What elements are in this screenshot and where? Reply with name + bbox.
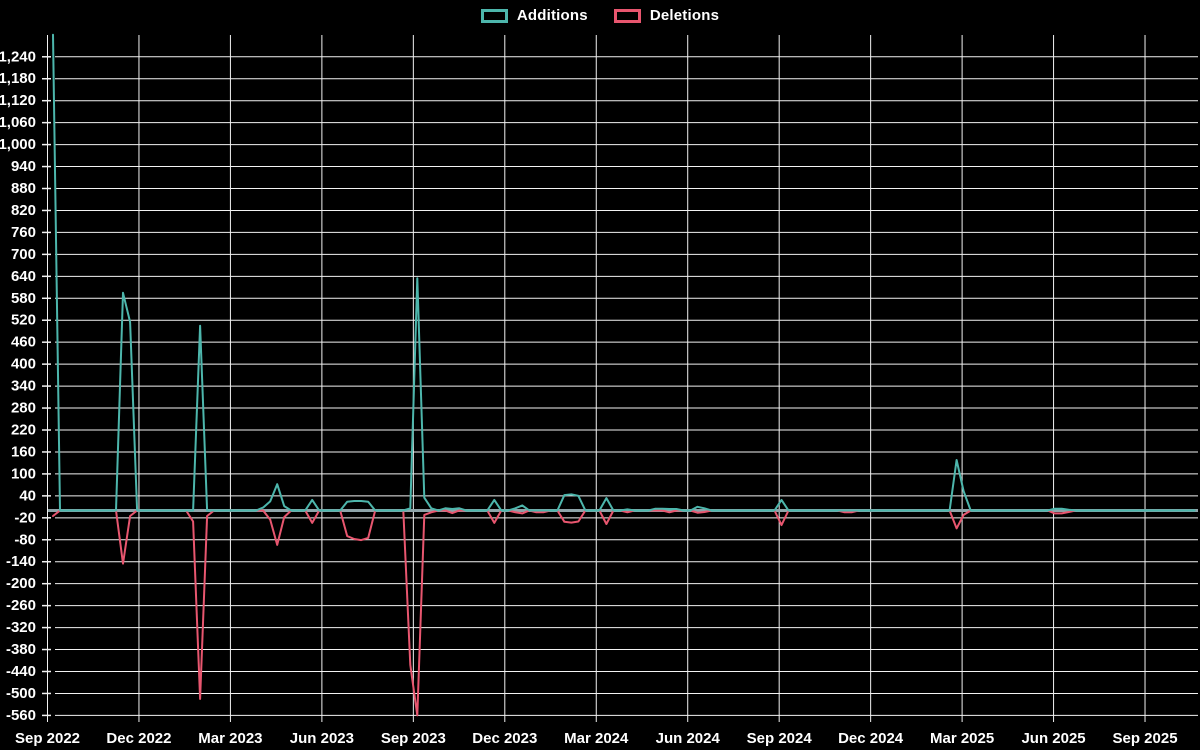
y-axis-tick-label: 280 — [11, 400, 36, 417]
legend-item-additions[interactable]: Additions — [480, 7, 588, 24]
y-axis-tick-label: -260 — [6, 597, 36, 614]
x-axis-tick-label: Mar 2023 — [198, 730, 262, 747]
y-axis-tick-label: 40 — [19, 487, 36, 504]
y-axis-tick-label: -560 — [6, 707, 36, 724]
y-axis-tick-label: -440 — [6, 663, 36, 680]
additions-swatch-icon — [480, 8, 508, 23]
x-axis-tick-label: Mar 2024 — [564, 730, 629, 747]
y-axis-tick-label: -500 — [6, 685, 36, 702]
x-axis-tick-label: Dec 2022 — [106, 730, 171, 747]
y-axis-tick-label: 1,120 — [0, 92, 36, 109]
y-axis-tick-label: -320 — [6, 619, 36, 636]
y-axis-tick-label: -80 — [14, 531, 36, 548]
y-axis-tick-label: 340 — [11, 378, 36, 395]
chart-legend: Additions Deletions — [0, 7, 1200, 24]
y-axis-tick-label: 520 — [11, 312, 36, 329]
additions-line — [52, 33, 1196, 512]
x-axis-tick-label: Sep 2022 — [15, 730, 80, 747]
y-axis-tick-label: 460 — [11, 334, 36, 351]
y-axis-tick-label: -140 — [6, 553, 36, 570]
y-axis-tick-label: 940 — [11, 158, 36, 175]
x-axis-tick-label: Jun 2023 — [290, 730, 354, 747]
y-axis-tick-label: 700 — [11, 246, 36, 263]
y-axis-tick-label: 160 — [11, 443, 36, 460]
deletions-line — [52, 509, 1196, 717]
y-axis-tick-label: 220 — [11, 422, 36, 439]
x-axis-tick-label: Sep 2024 — [747, 730, 813, 747]
y-axis-tick-label: 1,240 — [0, 48, 36, 65]
y-axis-tick-label: 820 — [11, 202, 36, 219]
y-axis-tick-label: 100 — [11, 465, 36, 482]
y-axis-tick-label: -380 — [6, 641, 36, 658]
y-axis-tick-label: 580 — [11, 290, 36, 307]
y-axis-tick-label: 880 — [11, 180, 36, 197]
x-axis-tick-label: Mar 2025 — [930, 730, 994, 747]
legend-label-additions: Additions — [516, 7, 588, 24]
y-axis-tick-label: -20 — [14, 509, 36, 526]
deletions-swatch-icon — [613, 8, 641, 23]
legend-item-deletions[interactable]: Deletions — [613, 7, 720, 24]
x-axis-tick-label: Dec 2024 — [838, 730, 904, 747]
y-axis-tick-label: 400 — [11, 356, 36, 373]
legend-label-deletions: Deletions — [649, 7, 720, 24]
x-axis-tick-label: Jun 2024 — [656, 730, 721, 747]
x-axis-tick-label: Jun 2025 — [1021, 730, 1085, 747]
y-axis-tick-label: 640 — [11, 268, 36, 285]
y-axis-tick-label: 760 — [11, 224, 36, 241]
y-axis-tick-label: 1,060 — [0, 114, 36, 131]
y-axis-tick-label: 1,000 — [0, 136, 36, 153]
x-axis-tick-label: Sep 2023 — [381, 730, 446, 747]
y-axis-tick-label: 1,180 — [0, 70, 36, 87]
y-axis-tick-label: -200 — [6, 575, 36, 592]
x-axis-tick-label: Sep 2025 — [1112, 730, 1177, 747]
x-axis-tick-label: Dec 2023 — [472, 730, 537, 747]
